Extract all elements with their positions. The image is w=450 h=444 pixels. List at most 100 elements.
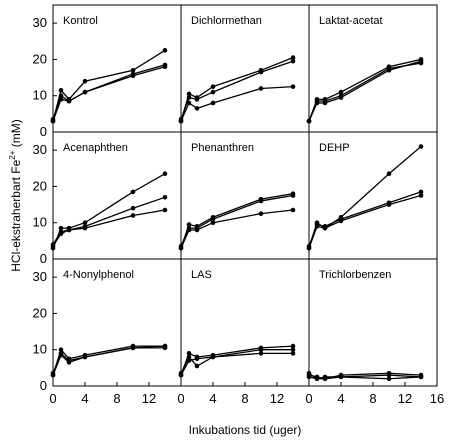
data-point bbox=[306, 118, 312, 124]
data-point bbox=[314, 100, 320, 106]
data-point bbox=[290, 193, 296, 198]
data-point bbox=[130, 205, 136, 211]
y-tick-label: 20 bbox=[33, 305, 47, 320]
y-tick-label: 10 bbox=[33, 88, 47, 103]
series-line bbox=[52, 196, 166, 245]
x-tick-label: 16 bbox=[430, 391, 444, 406]
data-point bbox=[322, 376, 328, 382]
data-point bbox=[162, 195, 168, 200]
data-point bbox=[210, 216, 216, 222]
data-point bbox=[186, 358, 192, 363]
data-point bbox=[210, 354, 216, 360]
data-point bbox=[162, 64, 168, 69]
panel-title: Kontrol bbox=[63, 15, 98, 27]
data-point bbox=[58, 352, 64, 358]
data-point bbox=[290, 58, 296, 64]
data-point bbox=[418, 58, 424, 64]
data-point bbox=[258, 351, 264, 356]
data-point bbox=[258, 198, 264, 204]
y-tick-label: 10 bbox=[33, 215, 47, 230]
data-point bbox=[258, 347, 264, 353]
data-point bbox=[50, 118, 56, 124]
y-tick-label: 20 bbox=[33, 51, 47, 66]
data-point bbox=[418, 189, 424, 195]
panel-title: DEHP bbox=[319, 142, 350, 154]
data-point bbox=[194, 356, 200, 362]
data-point bbox=[82, 225, 88, 231]
data-point bbox=[418, 144, 424, 149]
data-point bbox=[130, 345, 136, 351]
series-line bbox=[52, 64, 166, 120]
series-line bbox=[180, 209, 294, 249]
panel-title: Phenanthren bbox=[191, 142, 254, 154]
data-point bbox=[258, 211, 264, 216]
data-point bbox=[386, 68, 392, 73]
panel-title: Dichlormethan bbox=[191, 15, 262, 27]
x-tick-label: 12 bbox=[398, 391, 412, 406]
data-point bbox=[66, 227, 72, 233]
series-line bbox=[180, 352, 293, 376]
data-point bbox=[306, 374, 312, 380]
data-point bbox=[58, 97, 64, 102]
y-tick-label: 30 bbox=[33, 15, 47, 30]
data-point bbox=[178, 372, 184, 378]
data-point bbox=[130, 213, 136, 218]
data-point bbox=[186, 100, 192, 106]
x-tick-label: 0 bbox=[49, 391, 56, 406]
data-point bbox=[386, 376, 392, 382]
y-tick-label: 30 bbox=[33, 269, 47, 284]
x-tick-label: 4 bbox=[337, 391, 344, 406]
series-line bbox=[52, 173, 166, 249]
data-point bbox=[210, 84, 216, 89]
y-tick-label: 10 bbox=[33, 342, 47, 357]
data-point bbox=[386, 372, 392, 378]
data-point bbox=[338, 95, 344, 100]
series-line bbox=[52, 209, 166, 247]
data-point bbox=[194, 227, 200, 233]
panel-title: Trichlorbenzen bbox=[319, 269, 391, 281]
series-line bbox=[308, 60, 422, 122]
data-point bbox=[386, 202, 392, 207]
data-point bbox=[258, 69, 264, 75]
data-point bbox=[130, 68, 136, 73]
data-point bbox=[290, 351, 296, 356]
series-line bbox=[52, 347, 165, 376]
series-line bbox=[308, 58, 422, 122]
data-point bbox=[162, 48, 168, 53]
data-point bbox=[82, 354, 88, 360]
data-point bbox=[338, 374, 344, 380]
x-tick-label: 12 bbox=[142, 391, 156, 406]
series-line bbox=[180, 60, 294, 120]
data-point bbox=[58, 93, 64, 99]
x-tick-label: 4 bbox=[209, 391, 216, 406]
data-point bbox=[130, 73, 136, 79]
panel-title: Acenaphthen bbox=[63, 142, 128, 154]
data-point bbox=[194, 363, 200, 369]
data-point bbox=[66, 98, 72, 104]
data-point bbox=[290, 55, 296, 60]
data-point bbox=[58, 347, 64, 353]
data-point bbox=[162, 345, 168, 351]
data-point bbox=[186, 95, 192, 100]
x-tick-label: 0 bbox=[305, 391, 312, 406]
series-line bbox=[52, 49, 166, 122]
y-tick-label: 0 bbox=[40, 251, 47, 266]
series-line bbox=[308, 194, 422, 249]
data-point bbox=[322, 225, 328, 231]
series-line bbox=[52, 66, 166, 122]
data-point bbox=[82, 220, 88, 226]
data-point bbox=[338, 218, 344, 224]
data-point bbox=[58, 87, 64, 93]
data-point bbox=[290, 84, 296, 89]
data-point bbox=[194, 97, 200, 102]
data-point bbox=[210, 220, 216, 226]
data-point bbox=[186, 222, 192, 227]
x-tick-label: 8 bbox=[369, 391, 376, 406]
data-point bbox=[338, 89, 344, 95]
series-line bbox=[180, 194, 294, 247]
x-tick-label: 12 bbox=[270, 391, 284, 406]
data-point bbox=[162, 171, 168, 177]
data-point bbox=[306, 245, 312, 251]
